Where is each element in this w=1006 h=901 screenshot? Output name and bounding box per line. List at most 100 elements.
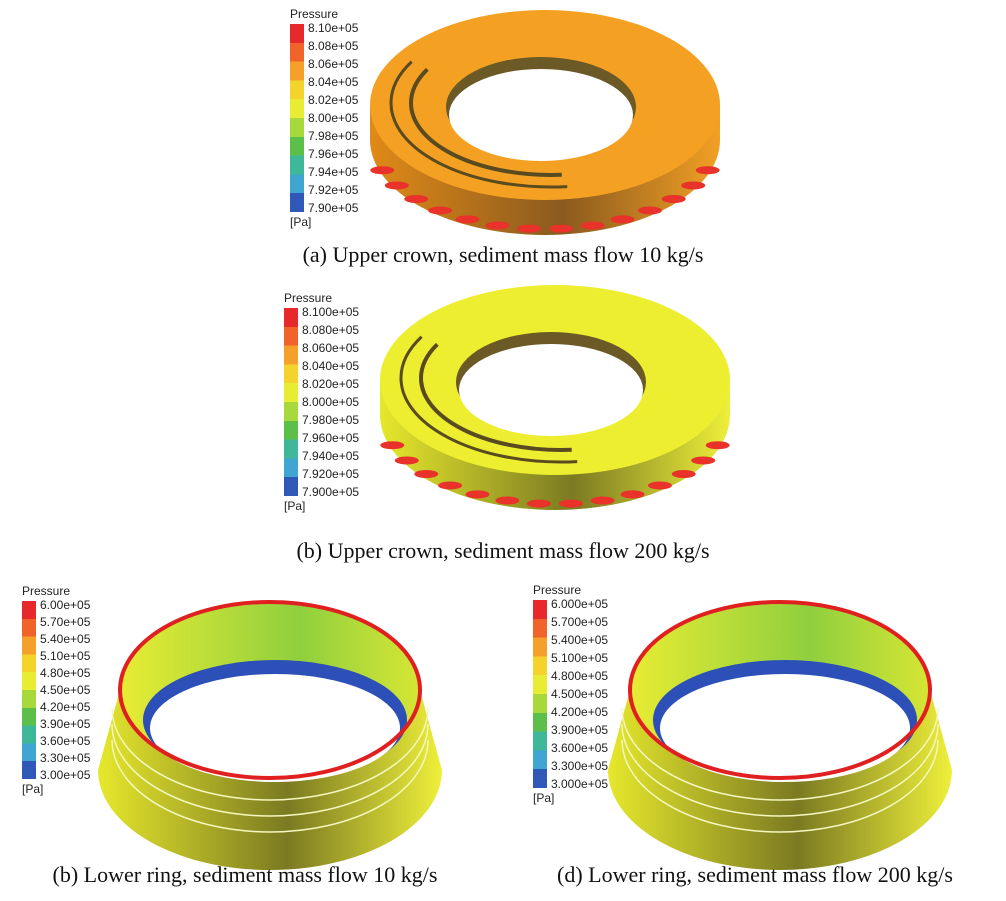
ring-rim	[118, 600, 422, 780]
ring-groove	[621, 707, 939, 801]
legend-tick-label: 7.96e+05	[308, 147, 359, 161]
ring-groove	[621, 739, 939, 833]
hot-spot	[549, 224, 574, 233]
caption: (b) Lower ring, sediment mass flow 10 kg…	[53, 862, 438, 887]
legend-tick-label: 3.000e+05	[551, 777, 608, 791]
ring-rim	[628, 600, 932, 780]
legend-tick-label: 7.98e+05	[308, 129, 359, 143]
hot-spot	[438, 481, 463, 490]
hot-spot	[620, 490, 645, 499]
hot-spot	[394, 456, 419, 465]
legend-title: Pressure	[533, 583, 581, 597]
hot-spot	[610, 215, 635, 224]
ring-opening	[660, 674, 910, 782]
legend-tick-label: 4.50e+05	[40, 683, 91, 697]
legend-tick-label: 6.000e+05	[551, 597, 608, 611]
legend-tick-label: 8.10e+05	[308, 21, 359, 35]
legend-tick-label: 7.92e+05	[308, 183, 359, 197]
ring-groove	[111, 723, 429, 817]
legend-tick-label: 3.30e+05	[40, 751, 91, 765]
legend-tick-label: 8.000e+05	[302, 395, 359, 409]
legend-title: Pressure	[284, 291, 332, 305]
legend-tick-label: 7.920e+05	[302, 467, 359, 481]
hot-spot	[580, 221, 605, 230]
legend-tick-label: 7.980e+05	[302, 413, 359, 427]
legend-tick-label: 8.00e+05	[308, 111, 359, 125]
colorbar	[22, 601, 36, 779]
labels: Pressure 8.10e+05 8.08e+05 8.06e+05 8.04e+05…	[22, 7, 953, 887]
hot-spot	[404, 195, 429, 204]
hot-spot	[705, 441, 730, 450]
colorbar	[284, 308, 298, 496]
hot-spot	[559, 499, 584, 508]
hot-spot	[370, 166, 395, 175]
hot-spot	[455, 215, 480, 224]
legend-tick-label: 8.040e+05	[302, 359, 359, 373]
legend-tick-label: 8.02e+05	[308, 93, 359, 107]
hot-spot	[526, 499, 551, 508]
legend-tick-label: 3.900e+05	[551, 723, 608, 737]
legend-tick-label: 3.90e+05	[40, 717, 91, 731]
legend-unit: [Pa]	[22, 782, 43, 796]
hot-spot	[661, 195, 686, 204]
legend-tick-label: 3.00e+05	[40, 768, 91, 782]
groove	[409, 29, 693, 177]
legend-tick-label: 4.800e+05	[551, 669, 608, 683]
legend-tick-label: 5.40e+05	[40, 632, 91, 646]
legend-tick-label: 7.960e+05	[302, 431, 359, 445]
colorbar	[290, 24, 304, 212]
ring-groove	[621, 723, 939, 817]
hot-spot	[384, 181, 409, 190]
hot-spot	[414, 470, 439, 479]
legend-tick-label: 7.94e+05	[308, 165, 359, 179]
ring-groove	[111, 739, 429, 833]
hole	[459, 344, 643, 436]
legend-unit: [Pa]	[290, 215, 311, 229]
legend-tick-label: 8.08e+05	[308, 39, 359, 53]
hot-spot	[428, 206, 453, 215]
legend-tick-label: 5.100e+05	[551, 651, 608, 665]
legend-tick-label: 8.100e+05	[302, 305, 359, 319]
hot-spot	[495, 496, 520, 505]
legend-tick-label: 5.70e+05	[40, 615, 91, 629]
hot-spot	[647, 481, 672, 490]
hot-spot	[485, 221, 510, 230]
hot-spot	[465, 490, 490, 499]
legend-tick-label: 3.60e+05	[40, 734, 91, 748]
legend-tick-label: 5.400e+05	[551, 633, 608, 647]
legend-tick-label: 4.80e+05	[40, 666, 91, 680]
colorbar	[533, 600, 547, 788]
legend-tick-label: 8.020e+05	[302, 377, 359, 391]
hot-spot	[671, 470, 696, 479]
legend-tick-label: 5.10e+05	[40, 649, 91, 663]
legend-tick-label: 8.06e+05	[308, 57, 359, 71]
legend-tick-label: 8.04e+05	[308, 75, 359, 89]
legend-tick-label: 4.500e+05	[551, 687, 608, 701]
legend-tick-label: 8.060e+05	[302, 341, 359, 355]
legend-tick-label: 7.940e+05	[302, 449, 359, 463]
hot-spot	[691, 456, 716, 465]
legend-unit: [Pa]	[533, 791, 554, 805]
caption: (d) Lower ring, sediment mass flow 200 k…	[557, 862, 953, 887]
legend-unit: [Pa]	[284, 499, 305, 513]
hot-spot	[590, 496, 615, 505]
legend-tick-label: 6.00e+05	[40, 598, 91, 612]
hot-spot	[681, 181, 706, 190]
legend-tick-label: 5.700e+05	[551, 615, 608, 629]
ring-opening	[150, 674, 400, 782]
hot-spot	[695, 166, 720, 175]
legend-tick-label: 7.900e+05	[302, 485, 359, 499]
legend-tick-label: 3.600e+05	[551, 741, 608, 755]
hot-spot	[380, 441, 405, 450]
renderings	[98, 10, 952, 870]
hot-spot	[516, 224, 541, 233]
legend-tick-label: 8.080e+05	[302, 323, 359, 337]
legend-title: Pressure	[22, 584, 70, 598]
legend-tick-label: 4.200e+05	[551, 705, 608, 719]
groove	[419, 304, 703, 452]
caption: (b) Upper crown, sediment mass flow 200 …	[296, 538, 709, 563]
legend-tick-label: 3.300e+05	[551, 759, 608, 773]
legend-tick-label: 7.90e+05	[308, 201, 359, 215]
caption: (a) Upper crown, sediment mass flow 10 k…	[303, 242, 704, 267]
